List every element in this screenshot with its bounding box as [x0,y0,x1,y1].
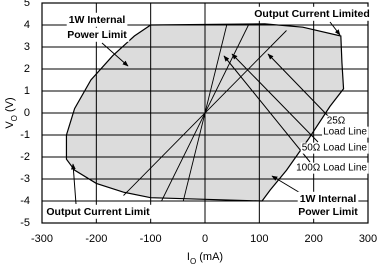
x-tick-label: -300 [31,233,53,245]
arrow [71,163,77,205]
plot-frame [41,2,369,224]
y-tick-label: 5 [24,0,30,9]
y-tick-label: -3 [20,173,30,185]
x-tick-label: 100 [250,233,268,245]
y-tick-label: -5 [20,217,30,229]
label-bg [296,204,361,219]
y-tick-label: -2 [20,151,30,163]
x-tick-label: 200 [304,233,322,245]
annotation: Power Limit [298,206,358,218]
load-line-label: 25Ω [327,116,346,127]
x-tick-label: 300 [359,233,377,245]
y-tick-label: -1 [20,129,30,141]
region-outline [65,23,345,202]
label-bg [66,12,128,27]
x-tick-label: 0 [202,233,208,245]
y-axis-label-part: O [10,115,19,121]
arrow [223,55,311,163]
label-bg [252,6,372,21]
arrow [267,53,331,119]
y-tick-label: 3 [24,41,30,53]
label-bg [322,126,369,138]
load-line [182,24,228,202]
annotation: 1W Internal [69,14,126,26]
x-axis-label: IO (mA) [187,251,223,266]
load-line-label: 50Ω Load Line [302,143,368,154]
arrow [271,175,303,195]
arrow [231,53,319,143]
label-bg [295,162,369,174]
label-bg [325,115,347,127]
y-tick-label: -4 [20,195,30,207]
load-line-label: Load Line [323,127,367,138]
annotation: 1W Internal [300,193,357,205]
x-tick-label: -200 [85,233,107,245]
arrow [101,42,129,67]
arrows [71,21,341,205]
x-tick-label: -100 [140,233,162,245]
y-tick-label: 0 [24,107,30,119]
load-line-label: 100Ω Load Line [296,163,367,174]
y-axis-label-part: V [4,121,16,129]
x-axis-label-part: O [190,257,196,266]
y-axis-label-part: (V) [4,97,16,115]
y-tick-label: 1 [24,85,30,97]
arrow [329,21,341,36]
annotation: Power Limit [67,29,127,41]
y-axis-label: VO (V) [4,97,19,128]
label-bg [297,191,359,206]
label-bg [65,27,130,42]
x-axis-label-part: I [187,251,190,263]
label-bg [300,142,369,154]
label-bg [44,204,153,219]
x-axis-label-part: (mA) [196,251,223,263]
annotation: Output Current Limit [46,206,150,218]
y-tick-label: 4 [24,19,30,31]
annotation: Output Current Limited [254,8,370,20]
y-tick-label: 2 [24,63,30,75]
